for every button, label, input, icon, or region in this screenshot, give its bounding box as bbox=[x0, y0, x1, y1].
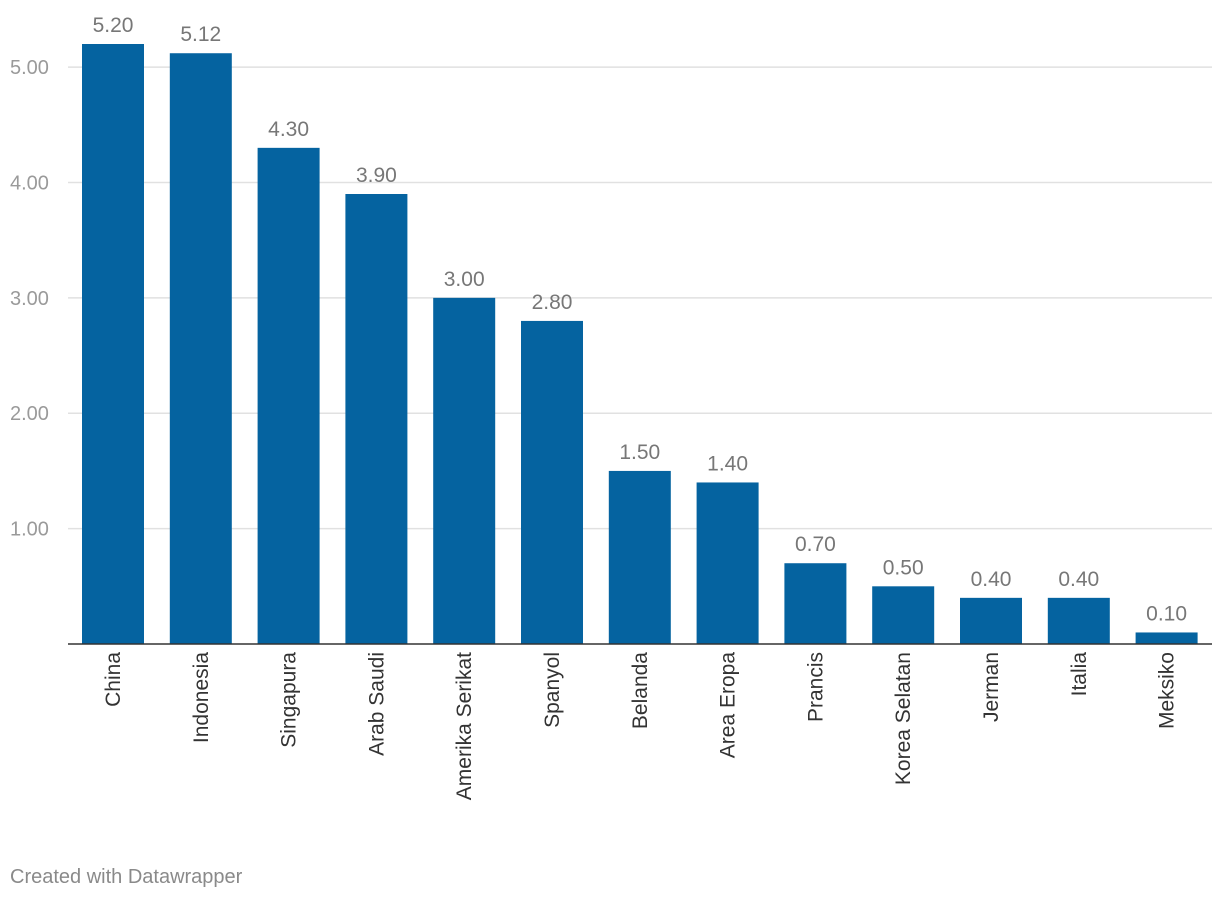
y-tick-label: 4.00 bbox=[10, 172, 49, 194]
x-tick-label: Area Eropa bbox=[717, 652, 740, 759]
bar bbox=[257, 147, 320, 644]
value-label: 0.50 bbox=[883, 556, 924, 579]
bars bbox=[82, 44, 1198, 644]
x-tick-label: Italia bbox=[1068, 652, 1091, 697]
credit-text: Created with Datawrapper bbox=[10, 866, 243, 888]
bar bbox=[345, 194, 408, 644]
value-labels: 5.20 5.12 4.30 3.90 3.00 2.80 1.50 1.40 0.70 0.50… bbox=[93, 14, 1187, 625]
x-tick-label: Spanyol bbox=[541, 652, 564, 728]
bar bbox=[784, 563, 847, 644]
x-tick-label: Amerika Serikat bbox=[453, 652, 476, 800]
x-axis-labels: China Indonesia Singapura Arab Saudi Amerika… bbox=[102, 652, 1179, 801]
value-label: 2.80 bbox=[532, 291, 573, 314]
x-tick-label: Arab Saudi bbox=[365, 652, 388, 756]
bar bbox=[696, 482, 759, 644]
x-tick-label: Indonesia bbox=[190, 652, 213, 743]
y-tick-label: 2.00 bbox=[10, 403, 49, 425]
bar bbox=[608, 470, 671, 644]
x-tick-label: Jerman bbox=[980, 652, 1003, 722]
value-label: 4.30 bbox=[268, 118, 309, 141]
bar bbox=[960, 597, 1022, 644]
value-label: 1.50 bbox=[619, 441, 660, 464]
value-label: 0.10 bbox=[1146, 602, 1187, 625]
x-tick-label: Singapura bbox=[278, 652, 301, 748]
value-label: 0.40 bbox=[971, 568, 1012, 591]
y-axis-ticks: 1.00 2.00 3.00 4.00 5.00 bbox=[10, 57, 49, 541]
x-tick-label: Meksiko bbox=[1156, 652, 1179, 729]
value-label: 3.90 bbox=[356, 164, 397, 187]
bar bbox=[872, 586, 935, 644]
value-label: 5.20 bbox=[93, 14, 134, 37]
bar bbox=[169, 53, 232, 644]
bar bbox=[1047, 597, 1110, 644]
y-tick-label: 5.00 bbox=[10, 57, 49, 79]
bar-chart: 1.00 2.00 3.00 4.00 5.00 5.20 5.12 4.30 3.90 3.0… bbox=[10, 14, 1212, 801]
bar bbox=[1135, 632, 1198, 644]
value-label: 0.70 bbox=[795, 533, 836, 556]
x-tick-label: Korea Selatan bbox=[892, 652, 915, 785]
value-label: 1.40 bbox=[707, 452, 748, 475]
bar bbox=[433, 297, 496, 644]
x-tick-label: Belanda bbox=[629, 652, 652, 729]
value-label: 5.12 bbox=[180, 23, 221, 46]
bar bbox=[82, 44, 144, 644]
x-tick-label: China bbox=[102, 652, 125, 707]
value-label: 3.00 bbox=[444, 268, 485, 291]
value-label: 0.40 bbox=[1058, 568, 1099, 591]
x-tick-label: Prancis bbox=[804, 652, 827, 722]
y-tick-label: 3.00 bbox=[10, 288, 49, 310]
bar bbox=[521, 320, 583, 644]
y-tick-label: 1.00 bbox=[10, 519, 49, 541]
